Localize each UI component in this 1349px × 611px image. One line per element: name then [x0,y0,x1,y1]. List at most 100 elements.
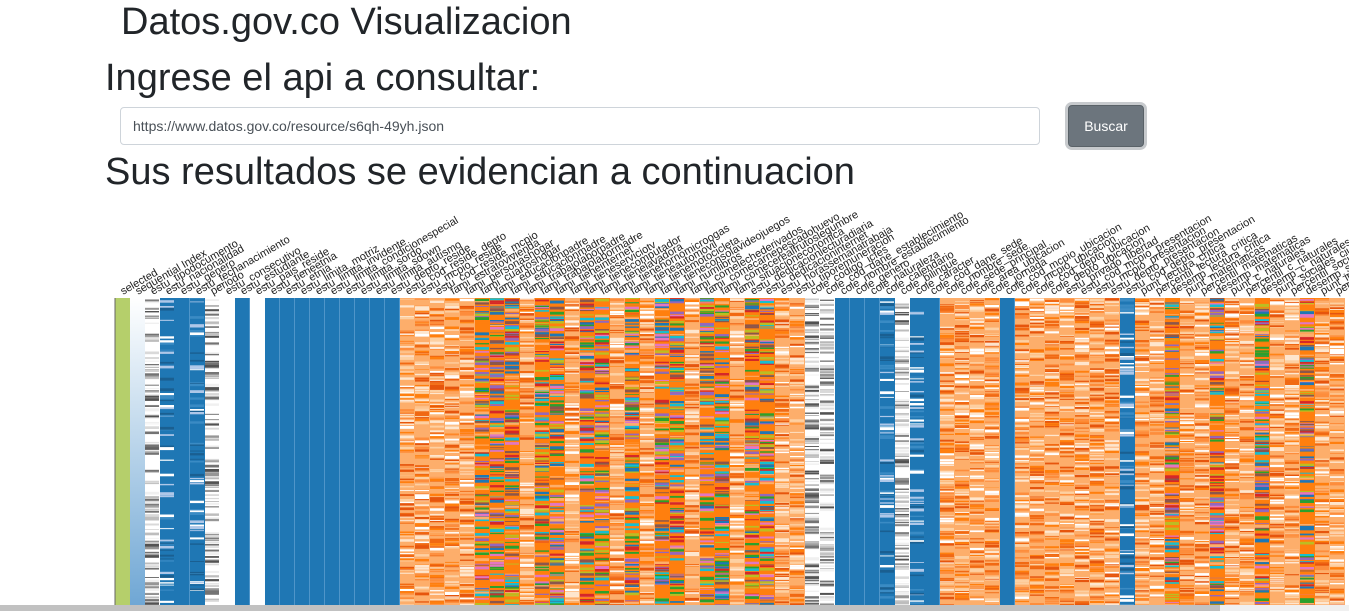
heatmap-cell [490,395,504,397]
heatmap-cell [400,501,414,504]
heatmap-cell [580,599,594,601]
heatmap-cell [205,586,219,589]
heatmap-cell [490,361,504,364]
heatmap-cell [160,412,174,415]
heatmap-cell [760,461,774,465]
heatmap-cell [580,567,594,570]
heatmap-cell [460,457,474,459]
heatmap-cell [775,503,789,505]
heatmap-cell [205,474,219,477]
heatmap-cell [565,498,579,502]
heatmap-cell [160,600,174,603]
heatmap-cell [715,593,729,596]
heatmap-cell [745,310,759,313]
heatmap-cell [205,336,219,338]
heatmap-cell [730,363,744,367]
heatmap-cell [565,406,579,409]
heatmap-cell [700,310,714,313]
heatmap-cell [655,316,669,318]
heatmap-cell [520,321,534,324]
heatmap-cell [670,355,684,358]
heatmap-cell [475,397,489,400]
heatmap-cell [490,427,504,429]
buscar-button[interactable]: Buscar [1068,105,1144,147]
heatmap-cell [595,379,609,381]
heatmap-cell [490,439,504,441]
heatmap-cell [730,313,744,316]
heatmap-cell [415,406,429,408]
heatmap-cell [775,334,789,337]
heatmap-cell [400,469,414,472]
heatmap-cell [670,349,684,353]
heatmap-cell [655,442,669,445]
heatmap-cell [145,416,159,419]
heatmap-cell [640,464,654,467]
heatmap-cell [775,357,789,360]
heatmap-cell [565,445,579,448]
heatmap-cell [490,355,504,358]
heatmap-cell [550,602,564,605]
heatmap-cell [505,587,519,589]
heatmap-cell [610,441,624,444]
heatmap-cell [475,438,489,442]
heatmap-cell [670,549,684,552]
heatmap-cell [625,544,639,547]
heatmap-cell [490,434,504,437]
heatmap-cell [685,528,699,531]
api-url-input[interactable] [120,107,1040,145]
heatmap-cell [535,409,549,413]
heatmap-cell [745,583,759,586]
heatmap-cell [775,532,789,533]
heatmap-cell [205,579,219,582]
heatmap-cell [730,552,744,555]
heatmap-cell [580,573,594,576]
heatmap-cell [190,477,204,480]
heatmap-cell [205,437,219,441]
heatmap-cell [415,379,429,382]
heatmap-cell [415,303,429,306]
heatmap-cell [685,347,699,349]
heatmap-cell [775,432,789,435]
heatmap-cell [430,319,444,322]
heatmap-cell [520,589,534,592]
heatmap-column [640,298,655,608]
heatmap-cell [520,518,534,521]
heatmap-cell [745,527,759,531]
heatmap-cell [805,596,819,599]
heatmap-cell [190,335,204,337]
heatmap-cell [475,298,489,302]
heatmap-cell [745,408,759,410]
heatmap-cell [145,418,159,420]
heatmap-cell [430,366,444,369]
heatmap-cell [505,488,519,491]
heatmap-cell [775,315,789,317]
heatmap-cell [700,434,714,436]
heatmap-cell [415,452,429,455]
heatmap-cell [205,298,220,608]
heatmap-cell [400,299,414,303]
heatmap-cell [700,398,714,402]
heatmap-cell [745,436,759,439]
heatmap-cell [745,494,759,496]
heatmap-cell [550,436,564,439]
heatmap-cell [550,326,564,329]
heatmap-cell [460,449,474,453]
heatmap-cell [625,496,639,499]
heatmap-cell [730,598,744,601]
heatmap-cell [475,401,489,403]
heatmap-cell [745,561,759,565]
heatmap-cell [565,301,579,303]
heatmap-cell [475,552,489,555]
heatmap-cell [595,375,609,378]
heatmap-cell [685,389,699,393]
heatmap-cell [535,591,549,593]
heatmap-cell [520,301,534,304]
heatmap-cell [805,563,819,567]
heatmap-cell [685,442,699,446]
heatmap-cell [790,561,804,564]
heatmap-cell [640,550,654,552]
heatmap-column [790,298,805,608]
heatmap-cell [655,449,669,452]
heatmap-cell [625,512,639,515]
